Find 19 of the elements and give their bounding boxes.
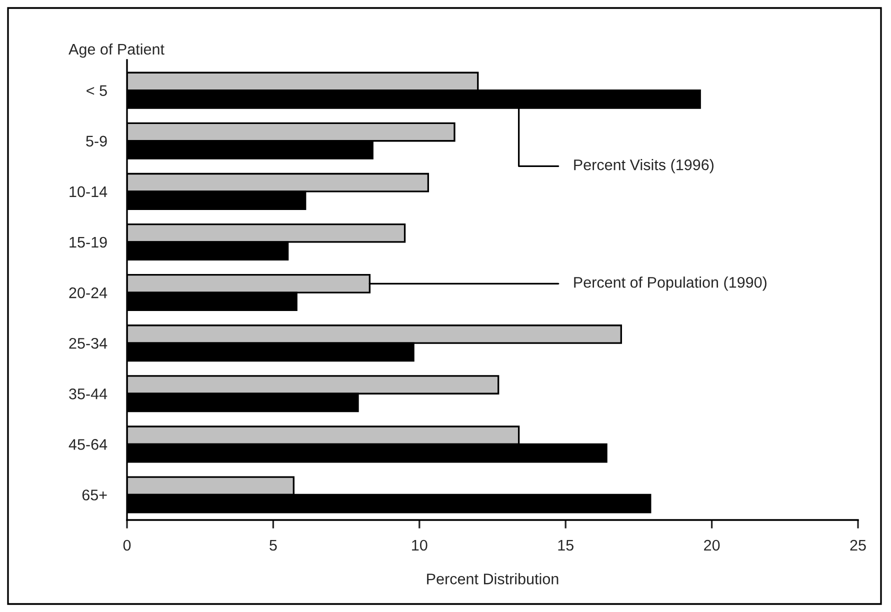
y-tick-label: < 5 [86,85,107,96]
y-axis-title: Age of Patient [68,43,164,58]
y-tick-label: 25-34 [69,338,108,349]
x-tick-label: 10 [412,540,428,551]
y-tick-label: 5-9 [86,136,107,147]
y-tick-label: 20-24 [69,287,108,298]
text: Percent of Population (1990) [574,276,766,291]
x-axis-title: Percent Distribution [427,573,558,584]
text: Percent Visits (1996) [574,159,714,174]
x-tick-label: 15 [558,540,574,551]
y-tick-label: 35-44 [69,388,108,400]
x-tick-label: 5 [270,540,277,551]
y-tick-label: 10-14 [70,186,108,198]
y-tick-label: 45-64 [68,439,108,450]
y-tick-label: 65+ [82,490,107,500]
x-tick-label: 0 [123,540,131,551]
x-tick-label: 20 [704,540,720,551]
y-tick-label: 15-19 [70,236,107,248]
x-tick-label: 25 [850,540,866,551]
